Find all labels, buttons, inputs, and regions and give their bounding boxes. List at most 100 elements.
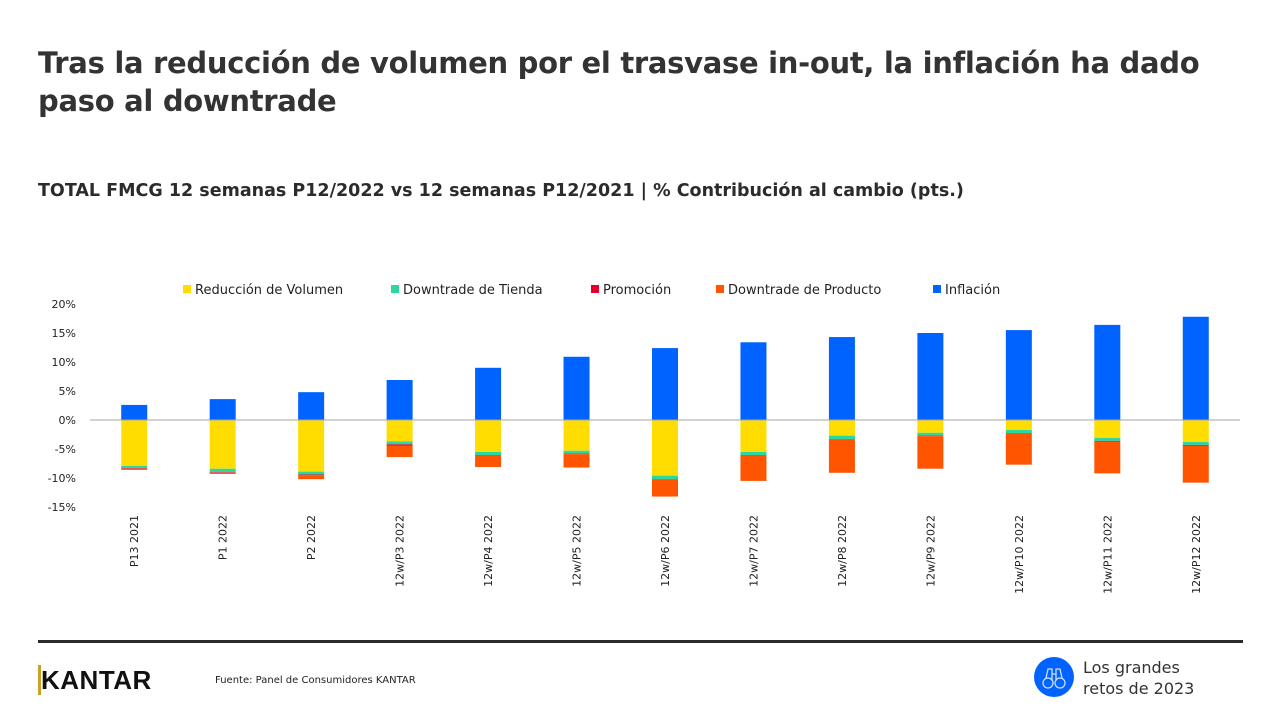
bar-segment-downtrade-de-tienda	[740, 451, 767, 456]
bar-segment-inflaci-n	[209, 399, 236, 420]
bar-segment-downtrade-de-tienda	[386, 441, 413, 445]
bar-segment-downtrade-de-producto	[652, 479, 678, 497]
bar-segment-downtrade-de-tienda	[121, 465, 148, 469]
bar-segment-reducci-n-de-volumen	[828, 420, 855, 436]
bar-segment-downtrade-de-producto	[209, 472, 236, 474]
x-tick-label: 12w/P6 2022	[659, 515, 672, 587]
bar-segment-reducci-n-de-volumen	[1094, 420, 1121, 438]
bar-segment-inflaci-n	[917, 333, 944, 420]
x-tick-label: 12w/P10 2022	[1013, 515, 1026, 594]
bar-segment-downtrade-de-tienda	[917, 432, 944, 436]
legend-swatch	[716, 285, 724, 293]
bar-segment-reducci-n-de-volumen	[563, 420, 590, 451]
source-note: Fuente: Panel de Consumidores KANTAR	[215, 675, 416, 686]
bar-segment-promoci-n	[563, 453, 590, 455]
legend-swatch	[591, 285, 599, 293]
y-axis: 20% 15% 10% 5% 0% -5% -10% -15%	[48, 298, 76, 514]
y-tick-label: -10%	[48, 472, 76, 485]
x-tick-label: 12w/P5 2022	[571, 515, 584, 587]
bar-segment-inflaci-n	[121, 404, 148, 420]
bar-segment-promoci-n	[475, 455, 502, 456]
binoculars-icon	[1034, 657, 1074, 697]
legend-swatch	[933, 285, 941, 293]
bar-segment-reducci-n-de-volumen	[475, 420, 502, 452]
bar-segment-reducci-n-de-volumen	[298, 420, 325, 472]
bar-segment-inflaci-n	[652, 348, 678, 420]
bar-segment-promoci-n	[121, 468, 148, 469]
bar-segment-promoci-n	[652, 479, 678, 480]
stacked-bar-chart: Reducción de Volumen Downtrade de Tienda P…	[48, 283, 1240, 594]
chart-subtitle: TOTAL FMCG 12 semanas P12/2022 vs 12 sem…	[38, 181, 964, 201]
bar-segment-inflaci-n	[828, 337, 855, 420]
bar-segment-inflaci-n	[298, 392, 325, 420]
x-tick-label: 12w/P8 2022	[836, 515, 849, 587]
legend-label: Reducción de Volumen	[195, 283, 343, 298]
bar-segment-downtrade-de-tienda	[652, 475, 678, 480]
bar-segment-promoci-n	[1005, 433, 1032, 434]
bar-segment-downtrade-de-tienda	[828, 435, 855, 440]
page-title: Tras la reducción de volumen por el tras…	[38, 46, 1200, 118]
bar-segment-inflaci-n	[1005, 330, 1032, 420]
bar-segment-downtrade-de-producto	[386, 445, 413, 458]
bar-segment-downtrade-de-producto	[1094, 441, 1121, 474]
bar-segment-inflaci-n	[1094, 324, 1121, 420]
bar-segment-inflaci-n	[475, 367, 502, 420]
bar-segment-reducci-n-de-volumen	[652, 420, 678, 476]
bar-segment-inflaci-n	[563, 356, 590, 420]
legend-label: Inflación	[945, 283, 1000, 298]
x-tick-label: P2 2022	[305, 515, 318, 560]
bar-segment-promoci-n	[828, 439, 855, 440]
bar-segment-downtrade-de-producto	[917, 436, 944, 469]
y-tick-label: 5%	[59, 385, 76, 398]
bar-segment-downtrade-de-producto	[828, 439, 855, 473]
bar-segment-downtrade-de-tienda	[1005, 429, 1032, 434]
campaign-line-2: retos de 2023	[1083, 679, 1195, 698]
bar-segment-downtrade-de-tienda	[563, 450, 590, 454]
bar-segment-promoci-n	[1182, 444, 1209, 446]
x-tick-label: P1 2022	[217, 515, 230, 560]
x-tick-label: 12w/P11 2022	[1101, 515, 1114, 594]
bar-segment-downtrade-de-tienda	[475, 451, 502, 456]
bar-segment-promoci-n	[1094, 440, 1121, 442]
x-tick-label: 12w/P7 2022	[747, 515, 760, 587]
bar-segment-downtrade-de-producto	[475, 455, 502, 467]
bar-segment-inflaci-n	[386, 379, 413, 420]
bar-segment-downtrade-de-tienda	[298, 471, 325, 475]
bar-segment-downtrade-de-tienda	[1094, 437, 1121, 441]
legend: Reducción de Volumen Downtrade de Tienda P…	[183, 283, 1000, 298]
legend-label: Downtrade de Tienda	[403, 283, 543, 298]
bar-segment-downtrade-de-producto	[298, 475, 325, 480]
y-tick-label: 0%	[59, 414, 76, 427]
bar-segment-promoci-n	[209, 472, 236, 473]
bar-segment-inflaci-n	[1182, 316, 1209, 420]
x-tick-label: P13 2021	[128, 515, 141, 567]
y-tick-label: -5%	[55, 443, 76, 456]
legend-label: Downtrade de Producto	[728, 283, 881, 298]
y-tick-label: -15%	[48, 501, 76, 514]
bar-segment-promoci-n	[917, 435, 944, 437]
x-axis: P13 2021 P1 2022 P2 2022 12w/P3 2022 12w/P4 …	[128, 515, 1203, 594]
bar-segment-promoci-n	[298, 474, 325, 476]
bars	[121, 316, 1209, 497]
campaign-label: Los grandes retos de 2023	[1083, 657, 1194, 699]
y-tick-label: 10%	[52, 356, 76, 369]
legend-swatch	[391, 285, 399, 293]
bar-segment-reducci-n-de-volumen	[1182, 420, 1209, 443]
bar-segment-reducci-n-de-volumen	[121, 420, 148, 466]
x-tick-label: 12w/P12 2022	[1190, 515, 1203, 594]
y-tick-label: 15%	[52, 327, 76, 340]
x-tick-label: 12w/P4 2022	[482, 515, 495, 587]
x-tick-label: 12w/P9 2022	[924, 515, 937, 587]
y-tick-label: 20%	[52, 298, 76, 311]
bar-segment-reducci-n-de-volumen	[386, 420, 413, 442]
legend-swatch	[183, 285, 191, 293]
bar-segment-downtrade-de-producto	[740, 455, 767, 481]
bar-segment-downtrade-de-producto	[1005, 433, 1032, 465]
bar-segment-downtrade-de-producto	[563, 454, 590, 468]
x-tick-label: 12w/P3 2022	[394, 515, 407, 587]
footer-divider	[38, 640, 1243, 643]
bar-segment-downtrade-de-producto	[121, 468, 148, 470]
bar-segment-downtrade-de-tienda	[209, 468, 236, 473]
bar-segment-reducci-n-de-volumen	[1005, 420, 1032, 430]
bar-segment-downtrade-de-tienda	[1182, 442, 1209, 445]
